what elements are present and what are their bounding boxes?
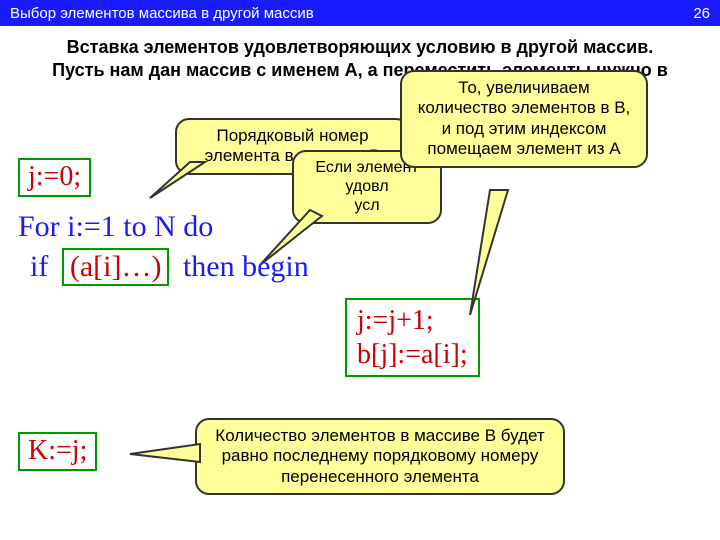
code-body: j:=j+1; b[j]:=a[i];	[345, 298, 480, 377]
code-j-init-text: j:=0;	[28, 161, 81, 192]
slide-header: Выбор элементов массива в другой массив …	[0, 0, 720, 26]
slide-title: Выбор элементов массива в другой массив	[10, 5, 314, 22]
code-if-kw: if	[30, 250, 48, 283]
code-then-begin: then begin	[183, 250, 309, 283]
code-for-text: For i:=1 to N do	[18, 210, 213, 243]
code-j-init: j:=0;	[18, 158, 91, 197]
code-for-line: For i:=1 to N do	[18, 210, 213, 244]
slide-number: 26	[693, 5, 710, 22]
callout-cond-l3: усл	[354, 197, 379, 214]
callout-increment: То, увеличиваем количество элементов в B…	[400, 70, 648, 168]
code-condition: (a[i]…)	[62, 248, 170, 286]
callout-cond-l2: удовл	[345, 178, 388, 195]
code-assign-b: b[j]:=a[i];	[357, 339, 468, 370]
callout-count: Количество элементов в массиве B будет р…	[195, 418, 565, 495]
code-k-text: K:=j;	[28, 435, 87, 466]
callout-increment-text: То, увеличиваем количество элементов в B…	[418, 78, 631, 158]
callout-count-text: Количество элементов в массиве B будет р…	[215, 426, 544, 486]
code-k-assign: K:=j;	[18, 432, 97, 471]
code-inc-j: j:=j+1;	[357, 305, 434, 336]
code-if-line: if (a[i]…) then begin	[30, 248, 309, 286]
